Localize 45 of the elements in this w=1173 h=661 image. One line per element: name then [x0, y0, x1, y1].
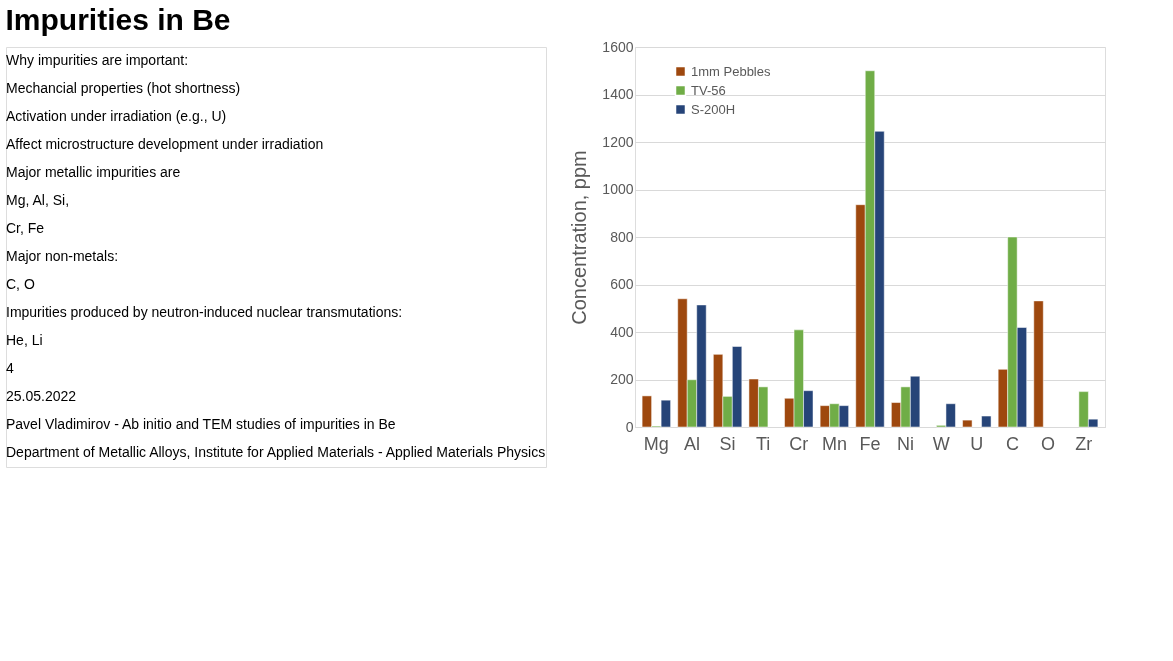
text: Cr, Fe [6, 220, 45, 236]
x-tick-label: Si [719, 433, 736, 454]
y-tick-label: 800 [610, 228, 634, 245]
y-tick-label: 400 [610, 323, 634, 340]
y-tick-label: 1600 [602, 38, 634, 55]
x-tick-label: Fe [859, 433, 881, 454]
text: Mechancial properties (hot shortness) [6, 80, 241, 96]
legend-label: S-200H [691, 101, 736, 117]
y-tick-label: 1200 [602, 133, 634, 150]
text: Impurities in Be [5, 2, 231, 36]
text: Affect microstructure development under irradiation [6, 136, 324, 152]
legend-label: 1mm Pebbles [691, 63, 771, 79]
text: Mg, Al, Si, [6, 192, 70, 208]
x-tick-label: U [970, 433, 984, 454]
y-axis-title: Concentration, ppm [568, 150, 591, 325]
text: Activation under irradiation (e.g., U) [6, 108, 227, 124]
y-tick-label: 0 [625, 418, 634, 435]
bar [962, 419, 973, 428]
text: 25.05.2022 [6, 388, 77, 404]
x-tick-label: O [1041, 433, 1056, 454]
x-tick-label: Al [683, 433, 700, 454]
x-tick-label: W [932, 433, 950, 454]
text: Why impurities are important: [6, 52, 189, 68]
x-tick-label: Ni [897, 433, 915, 454]
x-tick-label: Cr [789, 433, 809, 454]
x-tick-label: Mn [821, 433, 847, 454]
y-tick-label: 600 [610, 276, 634, 292]
x-tick-label: Mg [643, 433, 669, 454]
text: 4 [6, 360, 14, 376]
y-tick-label: 1000 [602, 181, 634, 197]
x-tick-label: Zr [1075, 433, 1093, 454]
text: Major non-metals: [6, 248, 119, 264]
y-tick-label: 200 [610, 371, 634, 387]
legend-label: TV-56 [691, 82, 726, 98]
x-tick-label: C [1005, 433, 1019, 454]
text: Pavel Vladimirov - Ab initio and TEM studies of impurities in Be [6, 416, 396, 432]
text: Department of Metallic Alloys, Institute for Applied Materials - Applied Materials Physics [6, 444, 546, 460]
bar [1033, 300, 1044, 428]
text: C, O [6, 276, 35, 292]
y-tick-label: 1400 [602, 86, 634, 102]
text: He, Li [6, 332, 43, 348]
text: Impurities produced by neutron-induced nuclear transmutations: [6, 304, 403, 320]
x-tick-label: Ti [756, 433, 771, 454]
text: Major metallic impurities are [6, 164, 181, 180]
bar [981, 415, 992, 428]
